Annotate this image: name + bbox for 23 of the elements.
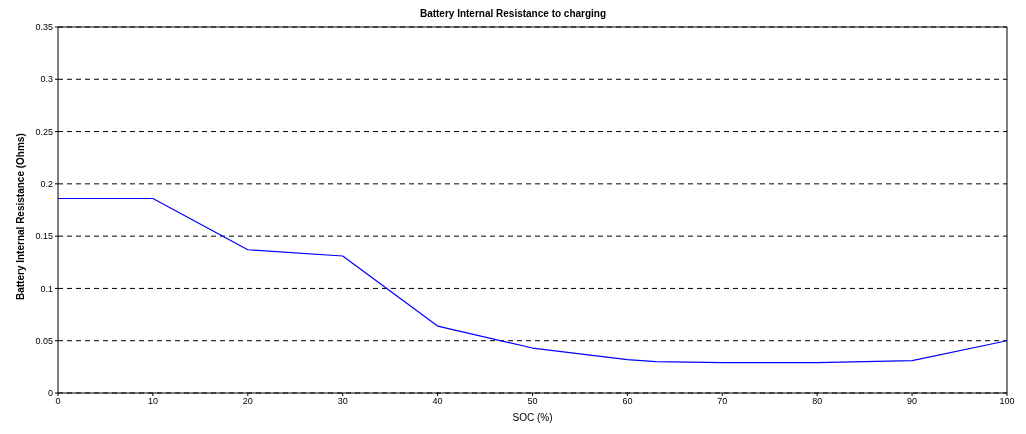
x-tick-label: 50 — [527, 396, 538, 407]
y-tick-label: 0.25 — [35, 126, 53, 137]
y-tick-label: 0.1 — [40, 283, 53, 294]
y-tick-label: 0.3 — [40, 74, 53, 85]
x-tick-label: 10 — [147, 396, 158, 407]
x-tick-label: 30 — [337, 396, 348, 407]
chart-title: Battery Internal Resistance to charging — [418, 8, 608, 21]
y-tick-label: 0 — [47, 388, 53, 399]
y-tick-label: 0.2 — [40, 179, 53, 190]
line-series — [58, 197, 1007, 364]
x-tick-label: 0 — [55, 396, 61, 407]
x-tick-label: 80 — [812, 396, 823, 407]
y-tick-label: 0.05 — [35, 335, 53, 346]
x-tick-label: 100 — [999, 396, 1015, 407]
y-tick-label: 0.15 — [35, 231, 53, 242]
x-axis-title: SOC (%) — [512, 412, 553, 423]
y-axis-title: Battery Internal Resistance (Ohms) — [14, 133, 26, 300]
x-tick-label: 60 — [622, 396, 633, 407]
y-tick-label: 0.35 — [35, 22, 53, 33]
x-tick-label: 70 — [717, 396, 728, 407]
x-tick-label: 40 — [432, 396, 443, 407]
x-tick-label: 90 — [907, 396, 918, 407]
x-tick-label: 20 — [242, 396, 253, 407]
